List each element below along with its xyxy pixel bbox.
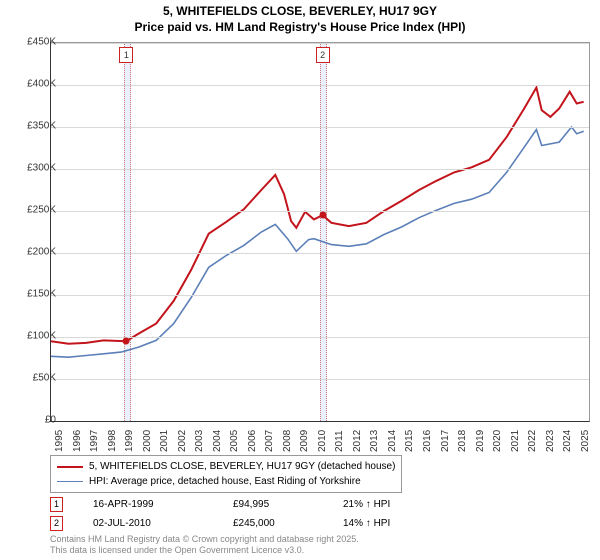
- footer-line2: This data is licensed under the Open Gov…: [50, 545, 359, 556]
- x-axis-label: 2017: [440, 430, 451, 452]
- event-number: 1: [50, 497, 63, 512]
- event-delta: 14% ↑ HPI: [343, 518, 390, 529]
- gridline: [51, 379, 589, 380]
- chart-title: 5, WHITEFIELDS CLOSE, BEVERLEY, HU17 9GY…: [0, 0, 600, 35]
- y-axis-label: £300K: [27, 163, 56, 174]
- x-axis-label: 2012: [352, 430, 363, 452]
- x-axis-label: 2002: [177, 430, 188, 452]
- x-axis-label: 2009: [299, 430, 310, 452]
- legend-label: HPI: Average price, detached house, East…: [89, 474, 361, 489]
- x-axis-label: 2000: [142, 430, 153, 452]
- chart-container: 5, WHITEFIELDS CLOSE, BEVERLEY, HU17 9GY…: [0, 0, 600, 560]
- y-axis-label: £350K: [27, 121, 56, 132]
- x-axis-label: 1997: [89, 430, 100, 452]
- event-date: 16-APR-1999: [93, 499, 203, 510]
- x-axis-label: 2011: [334, 430, 345, 452]
- chart-svg: [51, 43, 589, 421]
- gridline: [51, 337, 589, 338]
- footer-line1: Contains HM Land Registry data © Crown c…: [50, 534, 359, 545]
- y-axis-label: £150K: [27, 289, 56, 300]
- x-axis-label: 1996: [72, 430, 83, 452]
- footer-attribution: Contains HM Land Registry data © Crown c…: [50, 534, 359, 556]
- x-axis-label: 1995: [54, 430, 65, 452]
- gridline: [51, 43, 589, 44]
- x-axis-label: 2014: [387, 430, 398, 452]
- legend-item: HPI: Average price, detached house, East…: [57, 474, 395, 489]
- sale-point: [319, 212, 326, 219]
- x-axis-label: 2001: [159, 430, 170, 452]
- event-row: 1 16-APR-1999 £94,995 21% ↑ HPI: [50, 497, 390, 512]
- x-axis-label: 2008: [282, 430, 293, 452]
- gridline: [51, 169, 589, 170]
- x-axis-label: 2019: [475, 430, 486, 452]
- legend-item: 5, WHITEFIELDS CLOSE, BEVERLEY, HU17 9GY…: [57, 459, 395, 474]
- series-line: [51, 127, 584, 357]
- x-axis-label: 2024: [562, 430, 573, 452]
- y-axis-label: £450K: [27, 37, 56, 48]
- x-axis-label: 2018: [457, 430, 468, 452]
- y-axis-label: £200K: [27, 247, 56, 258]
- x-axis-label: 2022: [527, 430, 538, 452]
- event-row: 2 02-JUL-2010 £245,000 14% ↑ HPI: [50, 516, 390, 531]
- event-marker-label: 2: [316, 47, 330, 63]
- event-delta: 21% ↑ HPI: [343, 499, 390, 510]
- y-axis-label: £100K: [27, 331, 56, 342]
- x-axis-label: 2004: [212, 430, 223, 452]
- x-axis-label: 2013: [369, 430, 380, 452]
- event-marker-label: 1: [119, 47, 133, 63]
- x-axis-label: 2005: [229, 430, 240, 452]
- x-axis-label: 2020: [492, 430, 503, 452]
- y-axis-label: £400K: [27, 79, 56, 90]
- x-axis-label: 2023: [545, 430, 556, 452]
- legend-swatch: [57, 481, 83, 482]
- event-price: £245,000: [233, 518, 313, 529]
- legend: 5, WHITEFIELDS CLOSE, BEVERLEY, HU17 9GY…: [50, 455, 402, 493]
- title-line1: 5, WHITEFIELDS CLOSE, BEVERLEY, HU17 9GY: [0, 4, 600, 20]
- events-table: 1 16-APR-1999 £94,995 21% ↑ HPI 2 02-JUL-2010…: [50, 497, 390, 535]
- x-axis-label: 2015: [404, 430, 415, 452]
- x-axis-label: 2003: [194, 430, 205, 452]
- x-axis-label: 2016: [422, 430, 433, 452]
- event-price: £94,995: [233, 499, 313, 510]
- title-line2: Price paid vs. HM Land Registry's House …: [0, 20, 600, 36]
- x-axis-label: 2006: [247, 430, 258, 452]
- x-axis-label: 2010: [317, 430, 328, 452]
- x-axis-label: 2021: [510, 430, 521, 452]
- x-axis-label: 2025: [580, 430, 591, 452]
- y-axis-label: £250K: [27, 205, 56, 216]
- gridline: [51, 295, 589, 296]
- event-number: 2: [50, 516, 63, 531]
- x-axis-label: 1999: [124, 430, 135, 452]
- gridline: [51, 127, 589, 128]
- event-date: 02-JUL-2010: [93, 518, 203, 529]
- legend-swatch: [57, 466, 83, 468]
- sale-point: [123, 338, 130, 345]
- y-axis-label: £0: [45, 415, 56, 426]
- gridline: [51, 253, 589, 254]
- x-axis-label: 1998: [107, 430, 118, 452]
- y-axis-label: £50K: [33, 373, 56, 384]
- x-axis-label: 2007: [264, 430, 275, 452]
- series-line: [51, 88, 584, 344]
- legend-label: 5, WHITEFIELDS CLOSE, BEVERLEY, HU17 9GY…: [89, 459, 395, 474]
- gridline: [51, 85, 589, 86]
- plot-area: 12: [50, 42, 590, 422]
